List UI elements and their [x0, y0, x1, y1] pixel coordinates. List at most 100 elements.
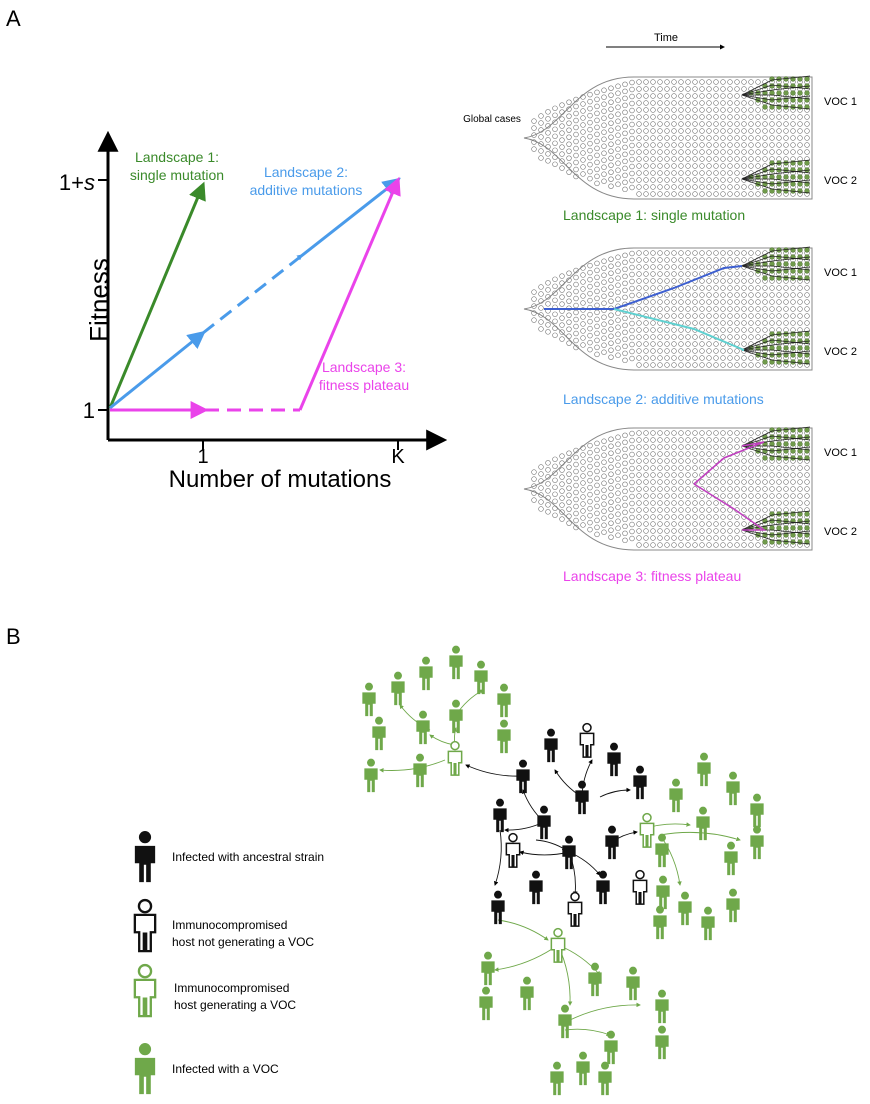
case-dot — [622, 523, 628, 530]
case-dot — [552, 332, 558, 338]
case-dot — [664, 542, 670, 548]
case-dot — [608, 176, 614, 182]
case-dot — [699, 507, 705, 513]
case-dot — [608, 527, 614, 533]
case-dot — [713, 128, 719, 134]
case-dot — [706, 451, 712, 457]
case-dot — [804, 472, 810, 478]
case-dot — [622, 273, 628, 280]
case-dot — [650, 264, 656, 270]
case-dot — [706, 177, 712, 183]
case-dot — [608, 534, 614, 540]
case-dot — [804, 313, 810, 319]
case-dot — [622, 144, 628, 151]
case-dot — [608, 513, 614, 519]
voc-dot — [804, 441, 810, 447]
case-dot — [734, 430, 740, 436]
case-dot — [797, 299, 803, 305]
case-dot — [741, 341, 747, 347]
case-dot — [566, 340, 572, 346]
case-dot — [685, 528, 691, 534]
case-dot — [531, 146, 537, 152]
case-dot — [531, 118, 537, 124]
case-dot — [545, 109, 551, 115]
case-dot — [727, 114, 733, 120]
case-dot — [741, 362, 747, 368]
case-dot — [664, 465, 670, 471]
case-dot — [678, 444, 684, 450]
case-dot — [580, 487, 586, 493]
case-dot — [538, 326, 544, 332]
case-dot — [594, 295, 600, 302]
tree-branch — [741, 178, 811, 194]
case-dot — [804, 292, 810, 298]
case-dot — [664, 170, 670, 176]
case-dot — [650, 444, 656, 450]
case-dot — [748, 292, 754, 298]
case-dot — [790, 465, 796, 471]
case-dot — [615, 469, 621, 475]
case-dot — [720, 86, 726, 92]
case-dot — [692, 100, 698, 106]
case-dot — [608, 141, 614, 147]
case-dot — [713, 278, 719, 284]
case-dot — [657, 79, 663, 85]
case-dot — [594, 447, 600, 454]
case-dot — [692, 514, 698, 520]
case-dot — [706, 299, 712, 305]
case-dot — [678, 107, 684, 113]
case-dot — [692, 306, 698, 312]
tree-branch — [741, 349, 811, 356]
case-dot — [734, 528, 740, 534]
case-dot — [713, 306, 719, 312]
case-dot — [720, 521, 726, 527]
case-dot — [650, 149, 656, 155]
person-immuno-voc-icon — [447, 740, 463, 776]
case-dot — [664, 500, 670, 506]
case-dot — [615, 317, 621, 323]
case-dot — [706, 355, 712, 361]
person-voc-icon — [550, 1061, 564, 1096]
case-dot — [706, 362, 712, 368]
case-dot — [615, 104, 621, 110]
case-dot — [776, 121, 782, 127]
case-dot — [713, 93, 719, 99]
case-dot — [678, 250, 684, 256]
case-dot — [685, 163, 691, 169]
case-dot — [692, 177, 698, 183]
case-dot — [727, 135, 733, 141]
case-dot — [797, 479, 803, 485]
case-dot — [552, 498, 558, 504]
case-dot — [741, 465, 747, 471]
case-dot — [601, 279, 607, 285]
case-dot — [566, 141, 572, 147]
case-dot — [692, 121, 698, 127]
transmission-arrow — [494, 944, 559, 972]
case-dot — [622, 137, 628, 144]
case-dot — [657, 285, 663, 291]
case-dot — [713, 292, 719, 298]
case-dot — [741, 507, 747, 513]
case-dot — [657, 121, 663, 127]
voc1-label-1: VOC 1 — [824, 96, 858, 108]
person-voc-icon — [750, 793, 764, 828]
case-dot — [797, 500, 803, 506]
case-dot — [755, 507, 761, 513]
case-dot — [678, 514, 684, 520]
case-dot — [692, 142, 698, 148]
case-dot — [601, 314, 607, 320]
case-dot — [636, 479, 642, 485]
case-dot — [755, 156, 761, 162]
case-dot — [727, 348, 733, 354]
case-dot — [769, 465, 775, 471]
case-dot — [573, 489, 579, 496]
case-dot — [657, 128, 663, 134]
case-dot — [797, 121, 803, 127]
voc-dot — [797, 188, 803, 194]
case-dot — [657, 341, 663, 347]
case-dot — [797, 493, 803, 499]
case-dot — [629, 493, 635, 500]
case-dot — [587, 140, 593, 147]
case-dot — [734, 156, 740, 162]
case-dot — [713, 535, 719, 541]
